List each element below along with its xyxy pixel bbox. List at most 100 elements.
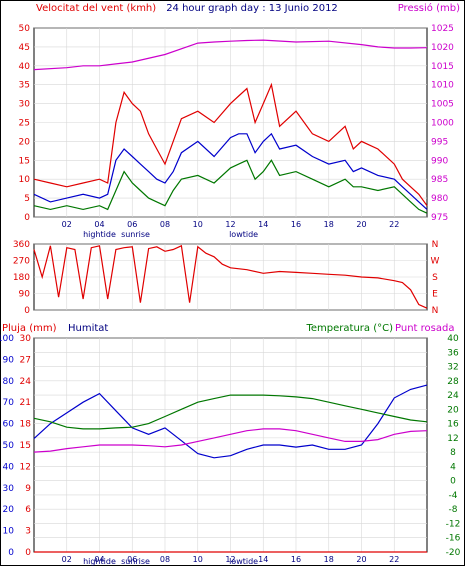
temperature-y-tick-label: -12 [446,519,461,529]
x-tick-label: 16 [291,220,301,229]
x-tick-label: 10 [193,220,203,229]
x-tick-label: 14 [258,220,268,229]
rain-y-tick-label: 9 [25,484,31,494]
direction-y-tick-label: 360 [13,240,30,250]
series-pressure [33,39,428,71]
humidity-y-tick-label: 40 [3,462,15,472]
series-wind-gust [33,82,428,207]
compass-label: W [431,257,440,267]
x-tick-label: 20 [356,555,366,564]
wind-y-tick-label: 35 [19,81,30,91]
annotation-sunrise: sunrise [121,230,150,239]
pressure-y-tick-label: 1015 [431,62,454,72]
temperature-y-tick-label: -20 [446,548,461,558]
rain-y-tick-label: 30 [20,334,32,344]
wind-y-tick-label: 50 [19,24,31,34]
rain-y-tick-label: 12 [20,462,31,472]
temperature-y-tick-label: 8 [450,448,456,458]
humidity-y-tick-label: 20 [3,505,15,515]
temperature-axis-title: Temperatura (°C) [305,323,393,334]
wind-y-tick-label: 20 [19,137,31,147]
humidity-y-tick-label: 0 [8,548,14,558]
direction-y-tick-label: 270 [13,257,30,267]
x-tick-label: 10 [193,555,203,564]
humidity-y-tick-label: 50 [3,441,15,451]
temperature-y-tick-label: 4 [450,462,456,472]
humidity-y-tick-label: 100 [0,334,14,344]
rain-y-tick-label: 21 [20,398,31,408]
wind-y-tick-label: 15 [19,156,30,166]
x-tick-label: 22 [389,555,399,564]
temperature-y-tick-label: 36 [447,348,459,358]
x-tick-label: 16 [291,555,301,564]
temperature-y-tick-label: 20 [447,405,459,415]
x-tick-label: 08 [160,220,170,229]
x-tick-label: 18 [324,555,334,564]
pressure-y-tick-label: 985 [431,175,448,185]
wind-y-tick-label: 25 [19,119,30,129]
x-tick-label: 02 [62,220,72,229]
rain-y-tick-label: 0 [25,548,31,558]
humidity-y-tick-label: 60 [3,420,15,430]
wind-y-tick-label: 30 [19,100,31,110]
humidity-y-tick-label: 70 [3,398,15,408]
annotation-lowtide: lowtide [229,557,258,566]
x-tick-label: 22 [389,220,399,229]
rain-y-tick-label: 15 [20,441,31,451]
wind-y-tick-label: 45 [19,43,30,53]
compass-label: E [432,290,438,300]
rain-y-tick-label: 24 [20,377,32,387]
wind-y-tick-label: 10 [19,175,31,185]
pressure-y-tick-label: 1010 [431,81,454,91]
wind-axis-title: Velocitat del vent (kmh) [36,3,156,14]
humidity-y-tick-label: 30 [3,484,15,494]
temperature-y-tick-label: 12 [447,434,458,444]
temperature-y-tick-label: 28 [447,377,459,387]
rain-y-tick-label: 18 [20,420,32,430]
humidity-y-tick-label: 10 [3,527,15,537]
temperature-y-tick-label: 0 [450,477,456,487]
annotation-hightide: hightide [83,230,116,239]
wind-y-tick-label: 40 [19,62,31,72]
temperature-y-tick-label: 16 [447,420,459,430]
rain-axis-title: Pluja (mm) [2,323,57,334]
temperature-y-tick-label: 32 [447,363,458,373]
pressure-y-tick-label: 990 [431,156,448,166]
wind-y-tick-label: 0 [24,213,30,223]
pressure-y-tick-label: 1005 [431,100,454,110]
pressure-y-tick-label: 1000 [431,119,454,129]
chart-title: 24 hour graph day : 13 Junio 2012 [166,3,338,14]
humidity-y-tick-label: 90 [3,355,15,365]
pressure-y-tick-label: 975 [431,213,448,223]
pressure-y-tick-label: 995 [431,137,448,147]
series-wind-avg [33,132,428,210]
series-wind-low [33,159,428,214]
temperature-y-tick-label: -8 [449,505,458,515]
legend-dewpoint: Punt rosada [395,323,454,334]
temperature-y-tick-label: 24 [447,391,459,401]
rain-y-tick-label: 3 [25,527,31,537]
x-tick-label: 06 [127,220,137,229]
legend-humidity: Humitat [68,323,108,334]
rain-y-tick-label: 6 [25,505,31,515]
series-wind-direction [33,244,428,309]
temperature-y-tick-label: -4 [449,491,458,501]
wind-y-tick-label: 5 [24,194,30,204]
direction-y-tick-label: 90 [19,290,31,300]
humidity-y-tick-label: 80 [3,377,15,387]
temperature-y-tick-label: 40 [447,334,459,344]
pressure-y-tick-label: 980 [431,194,448,204]
x-tick-label: 18 [324,220,334,229]
temperature-y-tick-label: -16 [446,534,461,544]
pressure-y-tick-label: 1025 [431,24,454,34]
x-tick-label: 04 [94,555,104,564]
x-tick-label: 08 [160,555,170,564]
annotation-sunrise: sunrise [121,557,150,566]
series-dewpoint [33,428,428,453]
x-tick-label: 12 [225,555,235,564]
x-tick-label: 02 [62,555,72,564]
x-tick-label: 04 [94,220,104,229]
compass-label: N [432,240,439,250]
